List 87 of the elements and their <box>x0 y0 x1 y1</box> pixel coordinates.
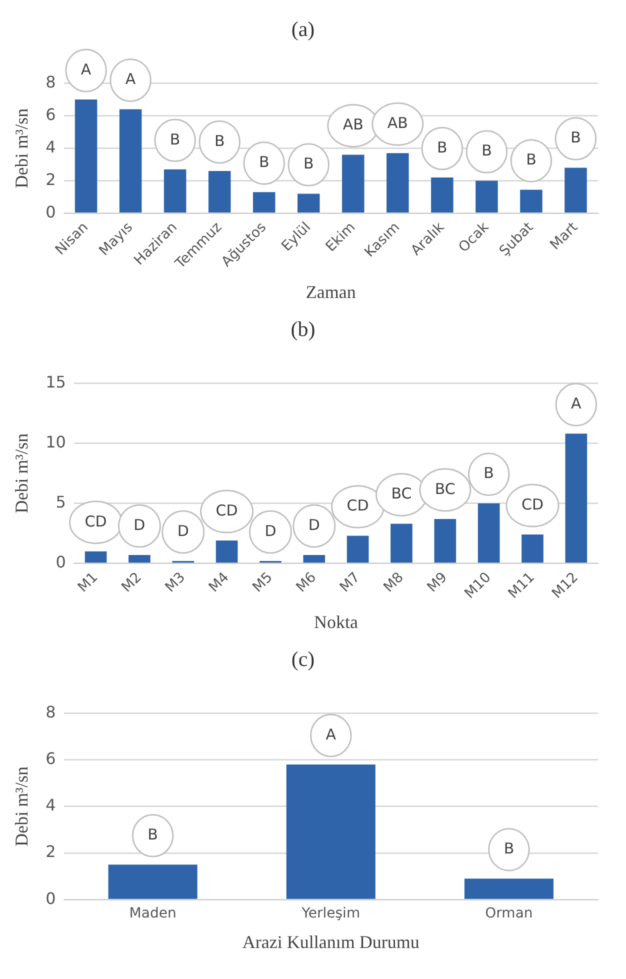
y-axis-title: Debi m³/sn <box>12 766 32 846</box>
bar <box>164 169 186 213</box>
y-tick-label: 4 <box>46 137 56 156</box>
annotation: B <box>437 138 448 156</box>
y-tick-label: 8 <box>46 702 56 722</box>
x-tick-label: Yerleşim <box>300 906 360 922</box>
bar <box>128 554 150 563</box>
annotation: A <box>326 725 337 744</box>
annotation: B <box>170 130 180 148</box>
chart-title: (a) <box>291 17 315 42</box>
annotation: B <box>303 154 314 173</box>
annotation: CD <box>346 496 369 515</box>
y-axis-title: Debi m³/sn <box>12 108 32 188</box>
bar <box>303 554 326 563</box>
annotation: A <box>571 394 582 413</box>
annotation: BC <box>391 484 412 503</box>
bar <box>434 518 456 563</box>
bar <box>478 503 500 563</box>
annotation: B <box>214 132 225 150</box>
annotation: D <box>177 522 189 540</box>
y-tick-label: 2 <box>46 842 56 862</box>
annotation: B <box>504 840 514 858</box>
x-tick-label: M8 <box>380 569 407 596</box>
bar <box>208 171 231 213</box>
bar <box>565 434 588 563</box>
y-tick-label: 10 <box>46 432 66 452</box>
x-tick-label: M1 <box>75 569 102 596</box>
annotation: AB <box>342 116 364 134</box>
bar <box>346 536 369 563</box>
bar <box>520 190 542 213</box>
annotation: B <box>258 153 270 172</box>
bar <box>84 551 107 563</box>
x-tick-label: M5 <box>250 569 276 596</box>
bar <box>464 878 554 899</box>
bar <box>431 178 454 213</box>
annotation: CD <box>521 495 544 514</box>
bar <box>74 99 98 213</box>
annotation: CD <box>216 501 238 520</box>
annotation: B <box>526 150 536 169</box>
y-tick-label: 0 <box>46 888 56 908</box>
annotation: D <box>308 516 320 534</box>
y-axis-title: Debi m³/sn <box>12 433 32 514</box>
x-axis-title: Arazi Kullanım Durumu <box>242 932 420 952</box>
y-tick-label: 6 <box>46 748 56 768</box>
annotation: D <box>264 522 276 540</box>
bar <box>216 540 238 563</box>
x-tick-label: M6 <box>293 569 320 596</box>
annotation: B <box>482 142 492 160</box>
bar <box>286 764 376 899</box>
y-tick-label: 15 <box>46 372 66 392</box>
bar <box>108 864 198 899</box>
chart-title: (b) <box>290 317 316 342</box>
x-axis-title: Nokta <box>314 612 358 632</box>
annotation: B <box>570 128 581 147</box>
annotation: B <box>484 464 494 482</box>
y-tick-label: 0 <box>46 202 56 222</box>
y-tick-label: 4 <box>46 796 56 815</box>
x-tick-label: M3 <box>162 569 189 596</box>
bar <box>386 153 409 213</box>
y-tick-label: 2 <box>46 170 56 189</box>
bar <box>298 194 320 213</box>
y-tick-label: 8 <box>46 72 56 92</box>
annotation: D <box>134 516 146 534</box>
x-tick-label: Orman <box>485 906 533 922</box>
bar <box>252 192 276 213</box>
annotation: BC <box>434 480 456 498</box>
y-tick-label: 0 <box>56 552 66 572</box>
bar <box>119 109 142 213</box>
annotation: AB <box>387 114 408 132</box>
annotation: A <box>125 70 136 88</box>
bar <box>390 524 412 563</box>
chart-title: (c) <box>291 647 315 672</box>
x-axis-title: Zaman <box>306 282 356 302</box>
bar <box>476 180 498 213</box>
bar <box>522 534 544 563</box>
x-tick-label: M2 <box>118 569 145 596</box>
y-tick-label: 6 <box>46 104 56 124</box>
annotation: B <box>148 826 158 844</box>
bar <box>564 168 587 213</box>
y-tick-label: 5 <box>56 492 66 512</box>
x-tick-label: M7 <box>337 569 364 596</box>
annotation: CD <box>84 512 107 530</box>
x-tick-label: M4 <box>206 569 232 596</box>
x-tick-label: Maden <box>129 906 176 922</box>
annotation: A <box>80 60 92 78</box>
bar <box>342 154 364 213</box>
x-tick-label: M9 <box>424 569 451 596</box>
